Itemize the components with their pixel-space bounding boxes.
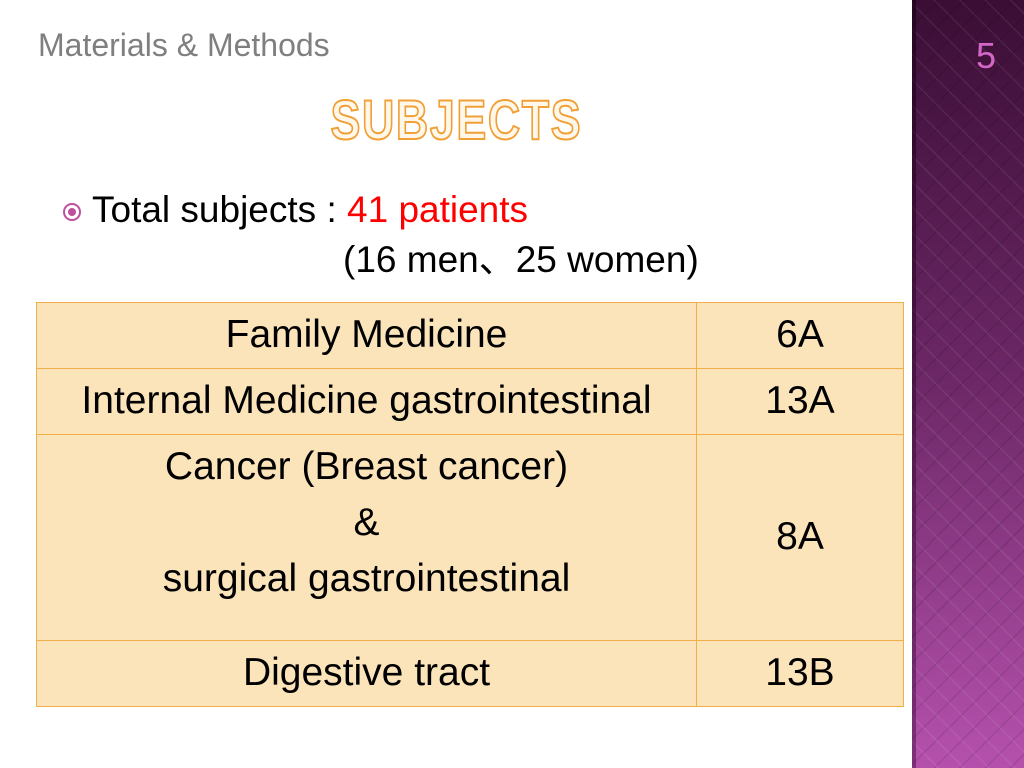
bullet-text: Total subjects : 41 patients — [92, 191, 528, 228]
department-line: surgical gastrointestinal — [162, 557, 571, 600]
title-container: SUBJECTS — [0, 88, 912, 151]
department-cell: Family Medicine — [36, 302, 697, 369]
slide-content: Materials & Methods SUBJECTS Total subje… — [0, 27, 912, 707]
decorative-sidebar: 5 — [912, 0, 1024, 768]
circle-dot-icon — [63, 203, 81, 221]
table-row: Family Medicine 6A — [36, 302, 904, 369]
section-header: Materials & Methods — [38, 27, 330, 63]
table-row: Digestive tract 13B — [36, 640, 904, 707]
ward-cell: 8A — [696, 434, 904, 641]
table-row: Cancer (Breast cancer) & surgical gastro… — [36, 434, 904, 641]
department-label: Family Medicine — [225, 313, 508, 357]
department-cell: Cancer (Breast cancer) & surgical gastro… — [36, 434, 697, 641]
ward-cell: 13B — [696, 640, 904, 707]
sidebar-edge — [912, 0, 916, 768]
bullet-label: Total subjects : — [92, 189, 348, 230]
ward-cell: 6A — [696, 302, 904, 369]
slide-number: 5 — [976, 35, 997, 76]
slide-title: SUBJECTS — [329, 88, 582, 151]
department-line: & — [353, 501, 380, 544]
subjects-table-container: Family Medicine 6A Internal Medicine gas… — [36, 302, 904, 707]
subjects-table: Family Medicine 6A Internal Medicine gas… — [36, 302, 904, 707]
table-row: Internal Medicine gastrointestinal 13A — [36, 368, 904, 435]
ward-cell: 13A — [696, 368, 904, 435]
department-line: Cancer (Breast cancer) — [164, 445, 569, 488]
department-label: Digestive tract — [242, 651, 491, 695]
patient-count: 41 patients — [347, 189, 529, 230]
bullet-item: Total subjects : 41 patients — [60, 191, 620, 231]
department-cell: Digestive tract — [36, 640, 697, 707]
department-cell: Internal Medicine gastrointestinal — [36, 368, 697, 435]
gender-breakdown: (16 men、25 women) — [343, 239, 699, 280]
department-label: Internal Medicine gastrointestinal — [81, 379, 652, 423]
